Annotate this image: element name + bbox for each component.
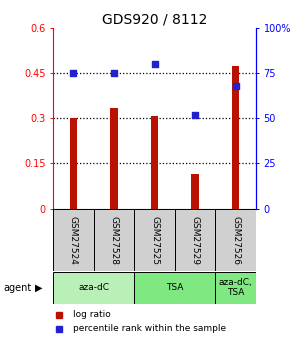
Text: GSM27525: GSM27525 <box>150 216 159 265</box>
Point <box>71 70 76 76</box>
Text: GSM27524: GSM27524 <box>69 216 78 265</box>
Bar <box>191 174 199 209</box>
Bar <box>110 108 118 209</box>
Bar <box>134 272 215 304</box>
Bar <box>215 272 256 304</box>
Text: ▶: ▶ <box>35 283 42 293</box>
Bar <box>94 209 134 271</box>
Bar <box>215 209 256 271</box>
Text: GSM27526: GSM27526 <box>231 216 240 265</box>
Bar <box>232 66 239 209</box>
Point <box>112 70 116 76</box>
Title: GDS920 / 8112: GDS920 / 8112 <box>102 12 207 27</box>
Text: log ratio: log ratio <box>73 310 111 319</box>
Bar <box>53 209 94 271</box>
Bar <box>175 209 215 271</box>
Point <box>152 61 157 67</box>
Text: percentile rank within the sample: percentile rank within the sample <box>73 324 226 333</box>
Text: aza-dC: aza-dC <box>78 283 109 292</box>
Text: GSM27529: GSM27529 <box>191 216 200 265</box>
Text: TSA: TSA <box>166 283 184 292</box>
Point <box>233 83 238 88</box>
Bar <box>151 116 158 209</box>
Bar <box>70 118 77 209</box>
Text: aza-dC,
TSA: aza-dC, TSA <box>219 278 253 297</box>
Text: GSM27528: GSM27528 <box>109 216 118 265</box>
Point <box>193 112 198 117</box>
Text: agent: agent <box>3 283 31 293</box>
Bar <box>134 209 175 271</box>
Bar <box>53 272 134 304</box>
